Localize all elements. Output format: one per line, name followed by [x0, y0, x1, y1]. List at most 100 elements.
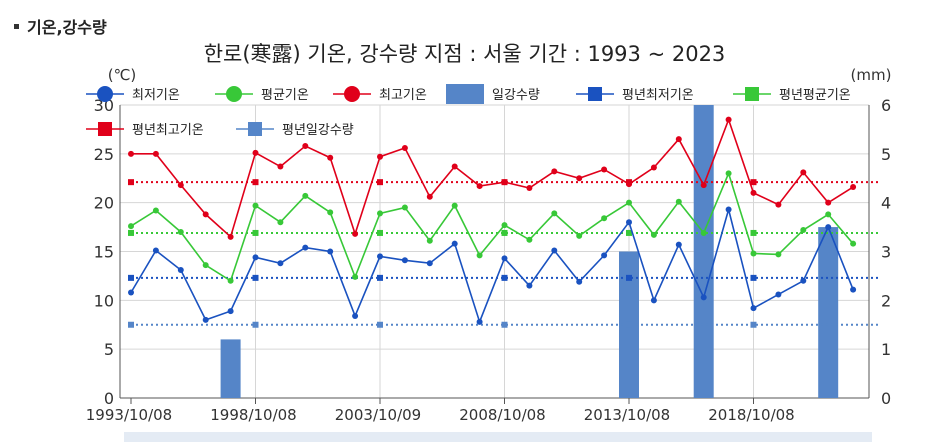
max-temp-point — [128, 150, 134, 157]
min-temp-point — [302, 244, 309, 251]
y-left-tick-label: 5 — [104, 340, 114, 359]
y-right-tick-label: 0 — [881, 389, 891, 408]
bullet-icon — [14, 24, 19, 29]
avg-temp-point — [601, 215, 608, 222]
avg-temp-point — [128, 223, 134, 230]
avg-temp-point — [152, 207, 159, 214]
min-temp-point — [825, 224, 832, 231]
avg-temp-point — [626, 199, 632, 206]
normal-avg-marker — [377, 229, 383, 236]
avg-temp-point — [401, 204, 408, 211]
avg-temp-point — [377, 210, 383, 217]
y-left-tick-label: 10 — [94, 291, 114, 310]
y-right-unit: (mm) — [851, 66, 892, 84]
legend-circle-marker — [226, 86, 242, 102]
legend-square-marker — [248, 122, 262, 136]
min-temp-point — [202, 316, 209, 323]
min-temp-point — [725, 206, 732, 213]
y-left-tick-label: 25 — [94, 145, 114, 164]
avg-temp-point — [725, 170, 732, 177]
max-temp-point — [476, 183, 483, 190]
max-temp-point — [526, 185, 533, 192]
max-temp-point — [750, 189, 757, 196]
max-temp-point — [626, 181, 632, 188]
legend-label: 평년평균기온 — [779, 88, 851, 103]
max-temp-point — [601, 166, 608, 173]
y-left-tick-label: 15 — [94, 243, 114, 262]
min-temp-point — [227, 308, 234, 315]
normal-precip-marker — [377, 321, 383, 328]
x-tick-label: 2008/10/08 — [459, 406, 545, 424]
y-right-tick-label: 5 — [881, 145, 891, 164]
min-temp-point — [526, 282, 533, 289]
section-title-text: 기온,강수량 — [27, 18, 107, 37]
legend-square-marker — [588, 87, 602, 101]
legend-label: 평년일강수량 — [282, 123, 354, 138]
normal-max-marker — [128, 179, 134, 186]
legend-square-marker — [745, 87, 759, 101]
min-temp-point — [327, 248, 334, 255]
max-temp-point — [850, 184, 857, 191]
legend-label: 평균기온 — [261, 88, 309, 103]
y-left-tick-label: 0 — [104, 389, 114, 408]
normal-min-marker — [377, 274, 383, 281]
normal-min-marker — [626, 274, 632, 281]
min-temp-point — [750, 305, 757, 312]
normal-precip-marker — [750, 321, 757, 328]
avg-temp-point — [352, 273, 359, 280]
max-temp-line — [131, 117, 854, 239]
y-right-tick-label: 2 — [881, 291, 891, 310]
max-temp-point — [451, 163, 458, 170]
min-temp-point — [401, 257, 408, 264]
max-temp-point — [800, 169, 807, 176]
x-tick-label: 2013/10/08 — [584, 406, 670, 424]
avg-temp-point — [476, 252, 483, 259]
avg-temp-point — [700, 229, 707, 236]
precip-bar — [818, 227, 839, 398]
avg-temp-point — [750, 250, 757, 257]
min-temp-point — [426, 260, 433, 267]
avg-temp-point — [775, 251, 782, 258]
x-tick-label: 2018/10/08 — [708, 406, 794, 424]
normal-avg-marker — [750, 229, 757, 236]
normal-avg-marker — [501, 229, 508, 236]
avg-temp-point — [551, 210, 558, 217]
max-temp-point — [700, 182, 707, 189]
min-temp-point — [128, 289, 134, 296]
min-temp-point — [650, 297, 657, 304]
normal-precip-marker — [252, 321, 259, 328]
min-temp-point — [476, 318, 483, 325]
y-right-tick-label: 3 — [881, 243, 891, 262]
avg-temp-line — [130, 171, 854, 283]
max-temp-point — [426, 193, 433, 200]
avg-temp-point — [227, 277, 234, 284]
normal-min-marker — [501, 274, 508, 281]
min-temp-point — [850, 286, 857, 293]
legend-label: 최저기온 — [132, 88, 180, 103]
section-title: 기온,강수량 — [14, 14, 107, 38]
avg-temp-point — [675, 198, 682, 205]
min-temp-point — [252, 254, 259, 261]
avg-temp-point — [850, 240, 857, 247]
legend-square-marker — [98, 122, 112, 136]
normal-min-marker — [750, 274, 757, 281]
legend-label: 최고기온 — [379, 88, 427, 103]
y-left-unit: (℃) — [108, 66, 137, 84]
normal-precip-marker — [626, 321, 632, 328]
bottom-panel — [124, 432, 872, 442]
normal-avg-marker — [252, 229, 259, 236]
normal-max-marker — [750, 179, 757, 186]
legend-circle-marker — [97, 86, 113, 102]
avg-temp-point — [177, 228, 184, 235]
min-temp-point — [800, 277, 807, 284]
max-temp-point — [725, 116, 732, 123]
min-temp-point — [626, 219, 632, 226]
normal-avg-marker — [128, 229, 134, 236]
max-temp-point — [675, 136, 682, 143]
min-temp-point — [377, 253, 383, 260]
avg-temp-point — [327, 209, 334, 216]
max-temp-point — [377, 153, 383, 160]
chart-title: 한로(寒露) 기온, 강수량 지점 : 서울 기간 : 1993 ~ 2023 — [203, 42, 726, 66]
min-temp-point — [277, 260, 284, 267]
